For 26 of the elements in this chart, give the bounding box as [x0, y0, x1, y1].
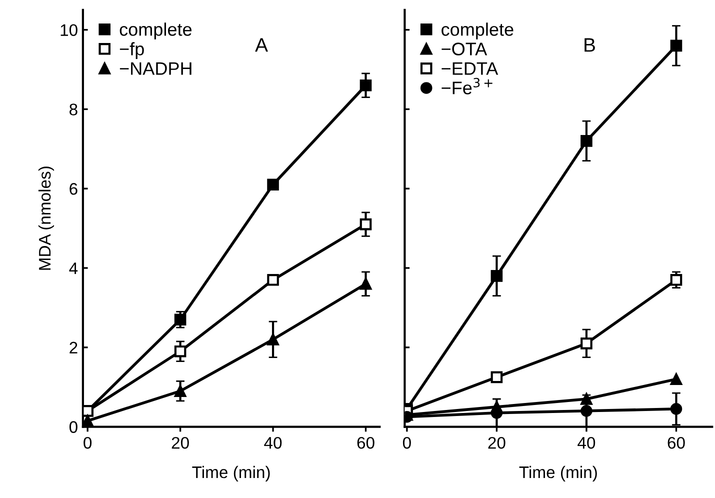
x-tick-label: 0	[402, 436, 411, 449]
x-tick-label: 40	[578, 436, 596, 449]
x-tick-label: 40	[264, 436, 282, 449]
annotation: B	[584, 38, 595, 52]
legend-label: −EDTA	[442, 62, 498, 75]
y-axis-title: MDA (nmoles)	[38, 166, 54, 270]
y-tick-label: 6	[70, 183, 78, 195]
legend-label: complete	[120, 22, 192, 40]
legend-label: −fp	[120, 42, 144, 59]
legend-label: −OTA	[442, 42, 488, 56]
x-axis-title: Time (min)	[519, 466, 597, 482]
y-tick-label: 8	[70, 104, 78, 116]
y-tick-label: 4	[69, 262, 78, 274]
x-tick-label: 0	[84, 436, 92, 449]
legend-label: −Fe$^{3+}$	[442, 78, 492, 94]
y-tick-label: 2	[70, 342, 78, 354]
x-tick-label: 60	[668, 436, 685, 449]
legend-label: complete	[442, 22, 514, 40]
x-tick-label: 20	[488, 436, 506, 449]
annotation: A	[255, 38, 268, 52]
x-tick-label: 20	[172, 436, 189, 449]
x-axis-title: Time (min)	[192, 466, 270, 482]
legend-label: −NADPH	[120, 62, 192, 75]
y-tick-label: 10	[60, 24, 78, 36]
y-tick-label: 0	[69, 421, 78, 433]
x-tick-label: 60	[357, 436, 374, 449]
